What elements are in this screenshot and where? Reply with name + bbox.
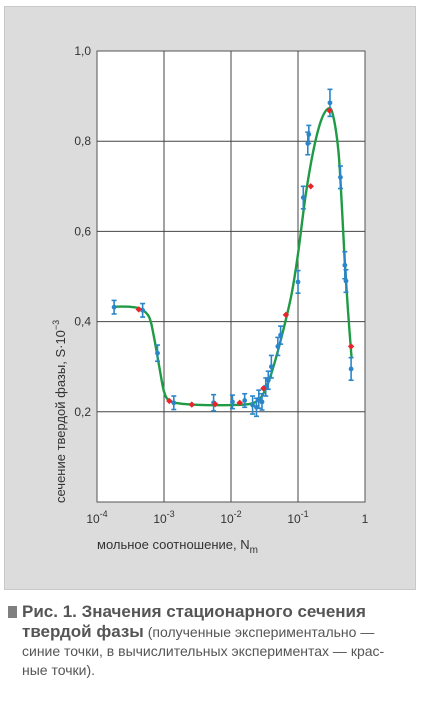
y-axis-label-text: сечение твердой фазы, S·10 [53, 330, 68, 503]
figure-caption: Рис. 1. Значения стационарного сечения т… [8, 602, 418, 680]
blue-data-point [343, 268, 349, 294]
blue-data-point [337, 165, 343, 190]
chart: 10-4 10-3 10-2 10-1 10,20,40,60,81,0 мольное… [51, 44, 369, 556]
x-tick-label: 10-1 [287, 509, 308, 526]
caption-sub-1: (полученные экспериментально — [143, 624, 375, 640]
x-tick-exp: -3 [167, 509, 175, 519]
blue-point-marker [338, 174, 343, 180]
red-data-point [307, 183, 314, 190]
x-tick-base: 10 [86, 512, 100, 526]
x-axis-label: мольное соотношение, Nm [97, 537, 258, 556]
blue-data-point [111, 299, 117, 315]
red-data-point [166, 397, 173, 405]
blue-point-marker [306, 132, 312, 137]
red-data-point [282, 311, 290, 319]
red-data-point [188, 401, 196, 408]
red-data-point [260, 385, 267, 392]
blue-data-point [265, 370, 271, 391]
blue-data-point [250, 395, 256, 415]
blue-data-point [342, 250, 348, 280]
y-tick-label: 0,8 [74, 134, 91, 148]
blue-point-marker [242, 398, 248, 403]
caption-lead-line2: твердой фазы [22, 622, 144, 641]
y-axis-label: сечение твердой фазы, S·10−3 [51, 320, 68, 503]
x-axis-label-text: мольное соотношение, N [97, 537, 250, 552]
blue-point-marker [155, 350, 160, 356]
blue-point-marker [268, 364, 274, 370]
blue-point-marker [327, 100, 333, 106]
blue-point-marker [295, 279, 301, 285]
blue-data-point [348, 356, 354, 382]
caption-lead: Рис. 1. Значения стационарного сечения [22, 602, 366, 621]
y-axis-label-sup: −3 [51, 320, 61, 330]
x-tick-label: 10-3 [153, 509, 174, 526]
y-tick-label: 1,0 [74, 44, 91, 58]
x-tick-base: 1 [362, 512, 369, 526]
blue-point-marker [343, 278, 349, 284]
blue-point-marker [230, 399, 235, 405]
blue-point-marker [275, 344, 281, 349]
x-tick-base: 10 [153, 512, 167, 526]
blue-data-point [155, 344, 161, 363]
blue-point-marker [250, 402, 255, 408]
tick-labels: 10-4 10-3 10-2 10-1 10,20,40,60,81,0 [74, 44, 368, 526]
blue-point-marker [342, 262, 348, 268]
blue-data-point [229, 394, 235, 410]
x-axis-label-sub: m [250, 545, 258, 556]
blue-point-marker [256, 396, 262, 402]
blue-data-point [259, 392, 265, 411]
caption-sub-3: ные точки). [22, 662, 95, 678]
y-tick-label: 0,4 [74, 315, 91, 329]
red-data-point [326, 107, 333, 114]
x-tick-exp: -1 [301, 509, 309, 519]
grid [97, 51, 365, 502]
blue-point-marker [259, 399, 265, 405]
blue-data-point [278, 325, 284, 345]
blue-data-point [268, 354, 274, 379]
blue-point-marker [171, 400, 177, 406]
blue-data-point [300, 185, 306, 210]
x-tick-exp: -4 [100, 509, 108, 519]
x-tick-base: 10 [287, 512, 301, 526]
blue-data-point [242, 392, 248, 409]
blue-data-point [295, 269, 301, 294]
red-data-point [211, 400, 219, 408]
x-tick-label: 10-4 [86, 509, 107, 526]
blue-point-marker [278, 332, 284, 338]
blue-data-point [256, 389, 262, 409]
x-tick-exp: -2 [234, 509, 242, 519]
blue-data-point [275, 336, 281, 357]
x-tick-label: 10-2 [220, 509, 241, 526]
blue-point-marker [265, 377, 271, 383]
blue-data-point [306, 124, 312, 145]
red-data-point [236, 399, 243, 406]
blue-point-marker [348, 366, 354, 372]
blue-data-point [171, 395, 177, 411]
blue-data-point [263, 377, 269, 397]
y-tick-label: 0,2 [74, 405, 91, 419]
points-layer [111, 88, 355, 418]
figure-panel: 10-4 10-3 10-2 10-1 1 0,2 0,4 0,6 0,8 1,0 мольное… [4, 6, 416, 590]
x-tick-label: 1 [362, 512, 369, 526]
y-tick-label: 0,6 [74, 224, 91, 238]
red-data-point [135, 306, 142, 313]
x-tick-base: 10 [220, 512, 234, 526]
blue-point-marker [300, 195, 306, 200]
caption-bullet [8, 606, 17, 618]
blue-point-marker [111, 304, 117, 310]
red-data-point [347, 343, 355, 350]
caption-sub-2: синие точки, в вычислительных эксперимен… [22, 643, 385, 659]
